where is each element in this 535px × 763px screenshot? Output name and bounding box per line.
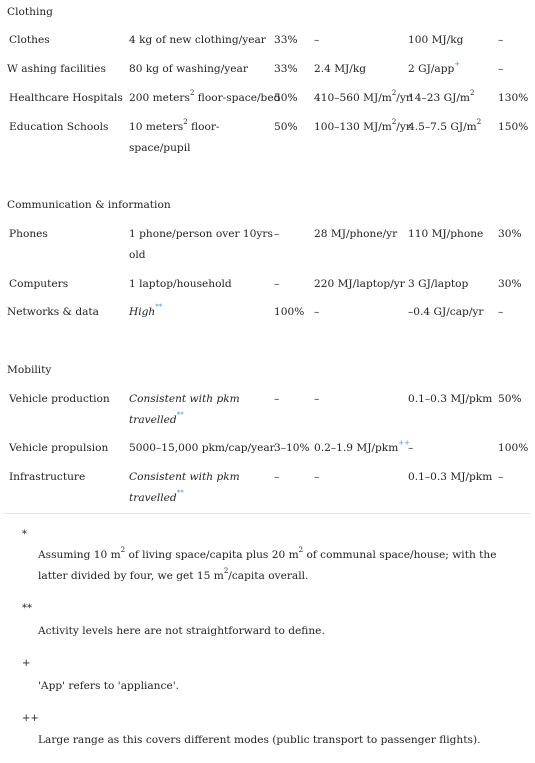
section-heading-mobility: Mobility bbox=[7, 364, 52, 376]
operational-cell: 28 MJ/phone/yr bbox=[314, 228, 398, 240]
activity-cell: 4 kg of new clothing/year bbox=[129, 34, 266, 46]
embodied-cell: 3 GJ/laptop bbox=[408, 278, 469, 290]
footnote-text: 'App' refers to 'appliance'. bbox=[38, 680, 179, 692]
reduction-cell: 150% bbox=[498, 121, 529, 133]
activity-cell-line2: travelled** bbox=[129, 411, 184, 426]
footnote-mark: ** bbox=[22, 603, 32, 614]
reduction-cell: 30% bbox=[498, 278, 522, 290]
share-cell: 50% bbox=[274, 92, 298, 104]
operational-cell: 220 MJ/laptop/yr bbox=[314, 278, 405, 290]
operational-cell: 410–560 MJ/m2/yr bbox=[314, 89, 411, 104]
embodied-cell: 0.1–0.3 MJ/pkm bbox=[408, 471, 493, 483]
embodied-cell: 0.1–0.3 MJ/pkm bbox=[408, 393, 493, 405]
operational-cell: 2.4 MJ/kg bbox=[314, 63, 367, 75]
reduction-cell: – bbox=[498, 306, 504, 318]
embodied-cell: 2 GJ/app+ bbox=[408, 60, 461, 75]
activity-cell-line2: old bbox=[129, 249, 146, 261]
operational-cell: – bbox=[314, 393, 320, 405]
footnote-mark: * bbox=[22, 529, 27, 540]
activity-cell-line2: travelled** bbox=[129, 489, 184, 504]
share-cell: – bbox=[274, 471, 280, 483]
reduction-cell: 50% bbox=[498, 393, 522, 405]
share-cell: 50% bbox=[274, 121, 298, 133]
activity-cell-line2: space/pupil bbox=[129, 142, 191, 154]
share-cell: 33% bbox=[274, 34, 298, 46]
reduction-cell: 30% bbox=[498, 228, 522, 240]
row-name: Healthcare Hospitals bbox=[9, 92, 123, 104]
embodied-cell: 4.5–7.5 GJ/m2 bbox=[408, 118, 482, 133]
footnote-text: Large range as this covers different mod… bbox=[38, 734, 481, 746]
footnote-ref-link[interactable]: ** bbox=[176, 489, 184, 498]
section-heading-communication: Communication & information bbox=[7, 199, 171, 211]
share-cell: 33% bbox=[274, 63, 298, 75]
footnote-ref-link[interactable]: ++ bbox=[398, 439, 411, 448]
share-cell: – bbox=[274, 278, 280, 290]
footnote-ref-link[interactable]: + bbox=[454, 60, 461, 69]
activity-cell: Consistent with pkm bbox=[129, 393, 240, 405]
footnote-ref-link[interactable]: ** bbox=[176, 411, 184, 420]
operational-cell: 0.2–1.9 MJ/pkm++ bbox=[314, 439, 411, 454]
row-name: Phones bbox=[9, 228, 48, 240]
row-name: Clothes bbox=[9, 34, 50, 46]
reduction-cell: – bbox=[498, 34, 504, 46]
operational-cell: 100–130 MJ/m2/yr bbox=[314, 118, 411, 133]
footnote-ref-link[interactable]: ** bbox=[155, 303, 163, 312]
row-name: Education Schools bbox=[9, 121, 109, 133]
activity-cell: 10 meters2 floor- bbox=[129, 118, 220, 133]
table-divider bbox=[4, 513, 530, 514]
embodied-cell: 110 MJ/phone bbox=[408, 228, 484, 240]
embodied-cell: –0.4 GJ/cap/yr bbox=[408, 306, 484, 318]
reduction-cell: 100% bbox=[498, 442, 529, 454]
reduction-cell: – bbox=[498, 63, 504, 75]
row-name: Vehicle propulsion bbox=[9, 442, 109, 454]
embodied-cell: 14–23 GJ/m2 bbox=[408, 89, 475, 104]
share-cell: – bbox=[274, 393, 280, 405]
activity-cell: Consistent with pkm bbox=[129, 471, 240, 483]
footnote-mark: ++ bbox=[22, 713, 39, 724]
activity-cell: 80 kg of washing/year bbox=[129, 63, 248, 75]
activity-cell: 200 meters2 floor-space/bed bbox=[129, 89, 281, 104]
footnote-text: Activity levels here are not straightfor… bbox=[38, 625, 325, 637]
embodied-cell: 100 MJ/kg bbox=[408, 34, 464, 46]
footnote-text: Assuming 10 m2 of living space/capita pl… bbox=[38, 546, 497, 582]
activity-cell: 1 phone/person over 10yrs bbox=[129, 228, 273, 240]
reduction-cell: – bbox=[498, 471, 504, 483]
section-heading-clothing: Clothing bbox=[7, 6, 53, 18]
row-name: W ashing facilities bbox=[7, 63, 106, 75]
activity-cell: High** bbox=[129, 303, 163, 318]
row-name: Infrastructure bbox=[9, 471, 86, 483]
share-cell: 3–10% bbox=[274, 442, 310, 454]
footnote-mark: + bbox=[22, 658, 31, 669]
operational-cell: – bbox=[314, 306, 320, 318]
reduction-cell: 130% bbox=[498, 92, 529, 104]
share-cell: 100% bbox=[274, 306, 305, 318]
row-name: Computers bbox=[9, 278, 69, 290]
activity-cell: 1 laptop/household bbox=[129, 278, 232, 290]
share-cell: – bbox=[274, 228, 280, 240]
row-name: Vehicle production bbox=[9, 393, 110, 405]
embodied-cell: – bbox=[408, 442, 414, 454]
activity-cell: 5000–15,000 pkm/cap/year bbox=[129, 442, 275, 454]
operational-cell: – bbox=[314, 34, 320, 46]
row-name: Networks & data bbox=[7, 306, 99, 318]
operational-cell: – bbox=[314, 471, 320, 483]
